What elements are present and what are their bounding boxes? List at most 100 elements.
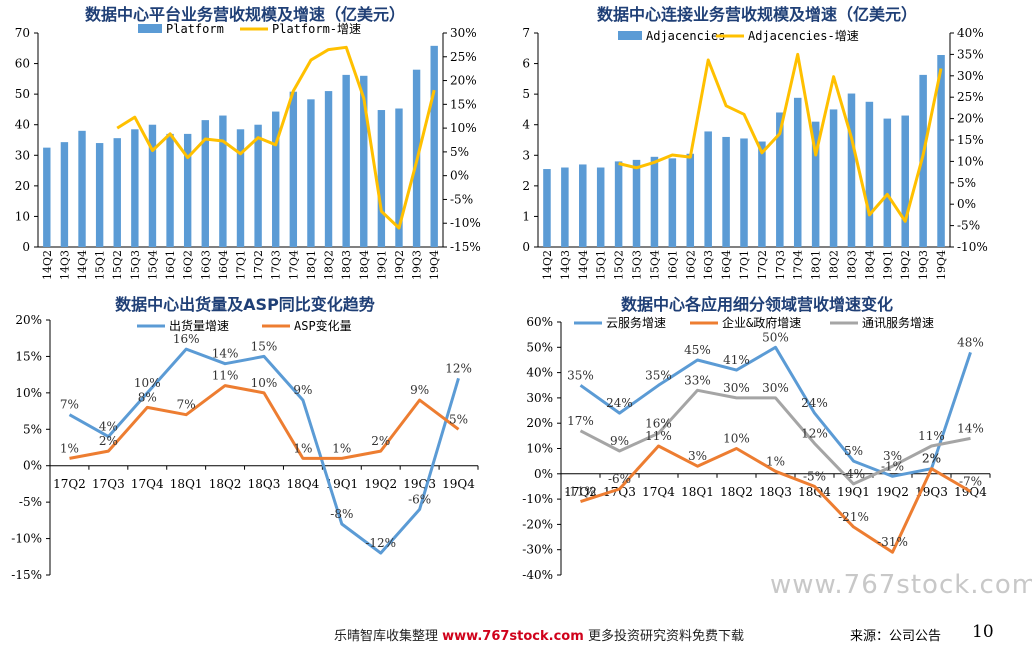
y-tick-label-right: 0% [450, 169, 469, 183]
y-tick-label: 0% [23, 459, 42, 473]
y-tick-label-left: 6 [522, 57, 530, 71]
y-tick-label-right: 35% [957, 47, 984, 61]
series-line [68, 347, 460, 555]
bar-mark [758, 141, 766, 247]
y-tick-label: 20% [526, 416, 553, 430]
legend-label: Adjacencies-增速 [748, 29, 859, 43]
bar-mark [776, 112, 784, 247]
x-tick-label: 14Q2 [541, 250, 554, 280]
bar-mark [919, 74, 927, 247]
data-label: -12% [365, 536, 396, 550]
chart-title: 数据中心各应用细分领域营收增速变化 [621, 295, 893, 314]
x-tick-label: 16Q1 [164, 250, 177, 280]
y-tick-label: 30% [526, 391, 553, 405]
data-label: 35% [645, 368, 672, 382]
y-tick-label: -20% [522, 517, 553, 531]
y-tick-label: -15% [11, 568, 42, 582]
y-tick-label-left: 4 [522, 118, 530, 132]
x-tick-label: 17Q2 [564, 485, 597, 499]
y-tick-label-left: 50 [15, 87, 30, 101]
x-tick-label: 17Q3 [92, 477, 125, 491]
y-tick-label-right: -5% [450, 192, 473, 206]
data-label: 30% [723, 381, 750, 395]
bar-mark [579, 164, 587, 247]
x-tick-label: 14Q3 [559, 250, 572, 280]
footer-prefix: 乐晴智库收集整理 [334, 629, 439, 644]
chart-title: 数据中心连接业务营收规模及增速（亿美元） [597, 5, 917, 24]
bar-mark [865, 101, 874, 248]
x-tick-label: 18Q4 [863, 250, 876, 280]
bar-mark [342, 74, 350, 247]
bar-mark [543, 169, 551, 247]
bar-mark [324, 91, 333, 247]
y-tick-label-right: -10% [450, 216, 481, 230]
y-tick-label: 20% [15, 313, 42, 327]
x-tick-label: 16Q4 [720, 250, 733, 280]
x-tick-label: 14Q4 [76, 250, 89, 280]
x-tick-label: 17Q4 [131, 477, 164, 491]
data-label: 1% [766, 454, 785, 468]
x-tick-label: 19Q2 [393, 250, 406, 280]
bar-mark [632, 159, 641, 247]
legend-label: Platform-增速 [272, 22, 361, 36]
data-label: 12% [801, 426, 828, 440]
data-label: 24% [606, 396, 633, 410]
data-label: 7% [177, 398, 196, 412]
data-label: 45% [684, 343, 711, 357]
y-tick-label-left: 60 [15, 57, 30, 71]
y-tick-label-right: 0% [957, 197, 976, 211]
data-label: 10% [134, 376, 161, 390]
y-tick-label: 0% [534, 467, 553, 481]
watermark: www.767stock.com [770, 570, 1032, 600]
x-tick-label: 17Q4 [642, 485, 675, 499]
y-tick-label-left: 20 [15, 179, 30, 193]
x-tick-label: 17Q1 [738, 250, 751, 280]
footer-source: 来源：公司公告 [850, 629, 942, 644]
data-label: 9% [410, 383, 429, 397]
data-label: 17% [567, 414, 594, 428]
bar-mark [254, 124, 262, 247]
x-tick-label: 17Q4 [287, 250, 300, 280]
data-label: 1% [293, 441, 312, 455]
y-tick-label-right: 5% [957, 176, 976, 190]
x-tick-label: 17Q2 [756, 250, 769, 280]
bar-mark [811, 121, 820, 247]
x-tick-label: 18Q3 [759, 485, 792, 499]
series-line [580, 444, 972, 554]
x-tick-label: 15Q2 [613, 250, 626, 280]
data-label: 12% [445, 361, 472, 375]
y-tick-label-right: -5% [957, 219, 980, 233]
y-tick-label-left: 0 [522, 240, 530, 254]
bar-mark [131, 129, 139, 247]
series-line [579, 345, 972, 478]
y-tick-label: 50% [526, 340, 553, 354]
legend-label: 云服务增速 [606, 315, 666, 330]
data-label: 35% [567, 368, 594, 382]
data-label: 11% [645, 429, 672, 443]
bar-mark [289, 91, 298, 247]
footer-url-link[interactable]: www.767stock.com [442, 629, 584, 644]
footer-credit: 乐晴智库收集整理 www.767stock.com 更多投资研究资料免费下载 [334, 625, 744, 644]
y-tick-label-right: 5% [450, 145, 469, 159]
x-tick-label: 17Q3 [603, 485, 636, 499]
x-tick-label: 18Q4 [358, 250, 371, 280]
data-label: -6% [608, 472, 631, 486]
x-tick-label: 18Q1 [681, 485, 714, 499]
data-label: -31% [877, 535, 908, 549]
x-tick-label: 19Q1 [325, 477, 358, 491]
bar-mark [236, 129, 245, 247]
bar-mark [219, 115, 227, 248]
bar-mark [847, 93, 856, 247]
x-tick-label: 19Q4 [442, 477, 475, 491]
x-tick-label: 17Q4 [792, 250, 805, 280]
bar-mark [395, 108, 403, 247]
x-tick-label: 16Q3 [702, 250, 715, 280]
y-tick-label-left: 10 [15, 209, 30, 223]
x-tick-label: 16Q4 [217, 250, 230, 280]
data-label: 2% [922, 452, 941, 466]
data-label: 14% [957, 421, 984, 435]
bar-mark [148, 124, 157, 247]
y-tick-label: 60% [526, 315, 553, 329]
y-tick-label-left: 0 [22, 240, 30, 254]
growth-line [618, 52, 943, 223]
